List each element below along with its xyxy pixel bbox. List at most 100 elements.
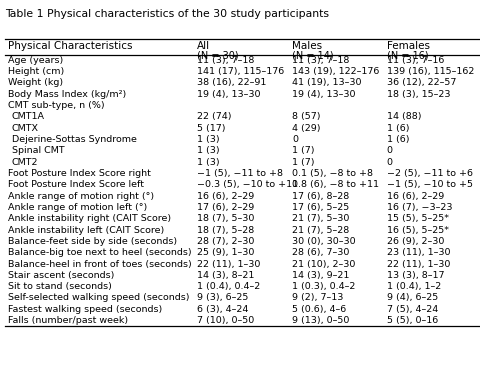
Text: 14 (3), 9–21: 14 (3), 9–21 — [291, 271, 348, 280]
Text: 11 (3), 7–16: 11 (3), 7–16 — [386, 56, 443, 65]
Text: 36 (12), 22–57: 36 (12), 22–57 — [386, 78, 455, 88]
Text: 0: 0 — [386, 158, 392, 167]
Text: Physical Characteristics: Physical Characteristics — [8, 41, 132, 50]
Text: 9 (13), 0–50: 9 (13), 0–50 — [291, 316, 348, 325]
Text: Balance-heel in front of toes (seconds): Balance-heel in front of toes (seconds) — [8, 260, 191, 269]
Text: 5 (0.6), 4–6: 5 (0.6), 4–6 — [291, 305, 346, 314]
Text: Foot Posture Index Score right: Foot Posture Index Score right — [8, 169, 150, 178]
Text: Stair ascent (seconds): Stair ascent (seconds) — [8, 271, 114, 280]
Text: 5 (17): 5 (17) — [197, 124, 225, 133]
Text: 21 (7), 5–30: 21 (7), 5–30 — [291, 214, 348, 223]
Text: −1 (5), −10 to +5: −1 (5), −10 to +5 — [386, 180, 472, 189]
Text: 28 (7), 2–30: 28 (7), 2–30 — [197, 237, 254, 246]
Text: CMTX: CMTX — [12, 124, 38, 133]
Text: 22 (11), 1–30: 22 (11), 1–30 — [197, 260, 260, 269]
Text: (N = 30): (N = 30) — [197, 50, 239, 60]
Text: 9 (2), 7–13: 9 (2), 7–13 — [291, 293, 343, 303]
Text: 9 (3), 6–25: 9 (3), 6–25 — [197, 293, 248, 303]
Text: Weight (kg): Weight (kg) — [8, 78, 63, 88]
Text: Falls (number/past week): Falls (number/past week) — [8, 316, 128, 325]
Text: 21 (7), 5–28: 21 (7), 5–28 — [291, 226, 348, 235]
Text: 17 (6), 8–28: 17 (6), 8–28 — [291, 192, 348, 201]
Text: Females: Females — [386, 41, 429, 50]
Text: 16 (6), 2–29: 16 (6), 2–29 — [386, 192, 443, 201]
Text: 22 (74): 22 (74) — [197, 112, 231, 122]
Text: 5 (5), 0–16: 5 (5), 0–16 — [386, 316, 437, 325]
Text: 28 (6), 7–30: 28 (6), 7–30 — [291, 248, 348, 257]
Text: 19 (4), 13–30: 19 (4), 13–30 — [197, 90, 260, 99]
Text: Spinal CMT: Spinal CMT — [12, 146, 64, 155]
Text: CMT1A: CMT1A — [12, 112, 45, 122]
Text: 143 (19), 122–176: 143 (19), 122–176 — [291, 67, 379, 76]
Text: 1 (0.4), 1–2: 1 (0.4), 1–2 — [386, 282, 440, 291]
Text: 38 (16), 22–91: 38 (16), 22–91 — [197, 78, 266, 88]
Text: 11 (3), 7–18: 11 (3), 7–18 — [197, 56, 254, 65]
Text: 17 (6), 2–29: 17 (6), 2–29 — [197, 203, 254, 212]
Text: 16 (6), 2–29: 16 (6), 2–29 — [197, 192, 254, 201]
Text: 1 (7): 1 (7) — [291, 146, 314, 155]
Text: 22 (11), 1–30: 22 (11), 1–30 — [386, 260, 449, 269]
Text: 1 (3): 1 (3) — [197, 158, 219, 167]
Text: Body Mass Index (kg/m²): Body Mass Index (kg/m²) — [8, 90, 126, 99]
Text: 14 (3), 8–21: 14 (3), 8–21 — [197, 271, 254, 280]
Text: 30 (0), 30–30: 30 (0), 30–30 — [291, 237, 355, 246]
Text: 1 (6): 1 (6) — [386, 124, 408, 133]
Text: Males: Males — [291, 41, 322, 50]
Text: 4 (29): 4 (29) — [291, 124, 320, 133]
Text: Ankle instability right (CAIT Score): Ankle instability right (CAIT Score) — [8, 214, 170, 223]
Text: 17 (6), 5–25: 17 (6), 5–25 — [291, 203, 348, 212]
Text: 19 (4), 13–30: 19 (4), 13–30 — [291, 90, 355, 99]
Text: 18 (7), 5–28: 18 (7), 5–28 — [197, 226, 254, 235]
Text: Ankle instability left (CAIT Score): Ankle instability left (CAIT Score) — [8, 226, 164, 235]
Text: 0: 0 — [386, 146, 392, 155]
Text: 8 (57): 8 (57) — [291, 112, 320, 122]
Text: 1 (6): 1 (6) — [386, 135, 408, 144]
Text: 9 (4), 6–25: 9 (4), 6–25 — [386, 293, 437, 303]
Text: Balance-feet side by side (seconds): Balance-feet side by side (seconds) — [8, 237, 177, 246]
Text: (N = 14): (N = 14) — [291, 50, 333, 60]
Text: 0: 0 — [291, 135, 297, 144]
Text: −0.3 (5), −10 to +11: −0.3 (5), −10 to +11 — [197, 180, 298, 189]
Text: Table 1 Physical characteristics of the 30 study participants: Table 1 Physical characteristics of the … — [5, 9, 328, 19]
Text: 21 (10), 2–30: 21 (10), 2–30 — [291, 260, 355, 269]
Text: −2 (5), −11 to +6: −2 (5), −11 to +6 — [386, 169, 472, 178]
Text: 18 (7), 5–30: 18 (7), 5–30 — [197, 214, 254, 223]
Text: Height (cm): Height (cm) — [8, 67, 64, 76]
Text: Ankle range of motion right (°): Ankle range of motion right (°) — [8, 192, 154, 201]
Text: 0.1 (5), −8 to +8: 0.1 (5), −8 to +8 — [291, 169, 372, 178]
Text: (N = 16): (N = 16) — [386, 50, 428, 60]
Text: 13 (3), 8–17: 13 (3), 8–17 — [386, 271, 444, 280]
Text: 14 (88): 14 (88) — [386, 112, 420, 122]
Text: 41 (19), 13–30: 41 (19), 13–30 — [291, 78, 360, 88]
Text: 141 (17), 115–176: 141 (17), 115–176 — [197, 67, 284, 76]
Text: Self-selected walking speed (seconds): Self-selected walking speed (seconds) — [8, 293, 189, 303]
Text: 0.8 (6), −8 to +11: 0.8 (6), −8 to +11 — [291, 180, 378, 189]
Text: 139 (16), 115–162: 139 (16), 115–162 — [386, 67, 473, 76]
Text: Fastest walking speed (seconds): Fastest walking speed (seconds) — [8, 305, 162, 314]
Text: 1 (7): 1 (7) — [291, 158, 314, 167]
Text: 23 (11), 1–30: 23 (11), 1–30 — [386, 248, 449, 257]
Text: 6 (3), 4–24: 6 (3), 4–24 — [197, 305, 248, 314]
Text: 1 (0.3), 0.4–2: 1 (0.3), 0.4–2 — [291, 282, 355, 291]
Text: 26 (9), 2–30: 26 (9), 2–30 — [386, 237, 443, 246]
Text: 11 (3), 7–18: 11 (3), 7–18 — [291, 56, 348, 65]
Text: CMT sub-type, n (%): CMT sub-type, n (%) — [8, 101, 104, 110]
Text: 18 (3), 15–23: 18 (3), 15–23 — [386, 90, 449, 99]
Text: 25 (9), 1–30: 25 (9), 1–30 — [197, 248, 254, 257]
Text: 15 (5), 5–25*: 15 (5), 5–25* — [386, 214, 448, 223]
Text: 16 (5), 5–25*: 16 (5), 5–25* — [386, 226, 448, 235]
Text: 1 (3): 1 (3) — [197, 146, 219, 155]
Text: Sit to stand (seconds): Sit to stand (seconds) — [8, 282, 111, 291]
Text: 16 (7), −3–23: 16 (7), −3–23 — [386, 203, 451, 212]
Text: Age (years): Age (years) — [8, 56, 63, 65]
Text: Dejerine-Sottas Syndrome: Dejerine-Sottas Syndrome — [12, 135, 136, 144]
Text: −1 (5), −11 to +8: −1 (5), −11 to +8 — [197, 169, 283, 178]
Text: 7 (5), 4–24: 7 (5), 4–24 — [386, 305, 437, 314]
Text: 7 (10), 0–50: 7 (10), 0–50 — [197, 316, 254, 325]
Text: 1 (0.4), 0.4–2: 1 (0.4), 0.4–2 — [197, 282, 260, 291]
Text: All: All — [197, 41, 210, 50]
Text: Balance-big toe next to heel (seconds): Balance-big toe next to heel (seconds) — [8, 248, 191, 257]
Text: Ankle range of motion left (°): Ankle range of motion left (°) — [8, 203, 147, 212]
Text: Foot Posture Index Score left: Foot Posture Index Score left — [8, 180, 144, 189]
Text: CMT2: CMT2 — [12, 158, 38, 167]
